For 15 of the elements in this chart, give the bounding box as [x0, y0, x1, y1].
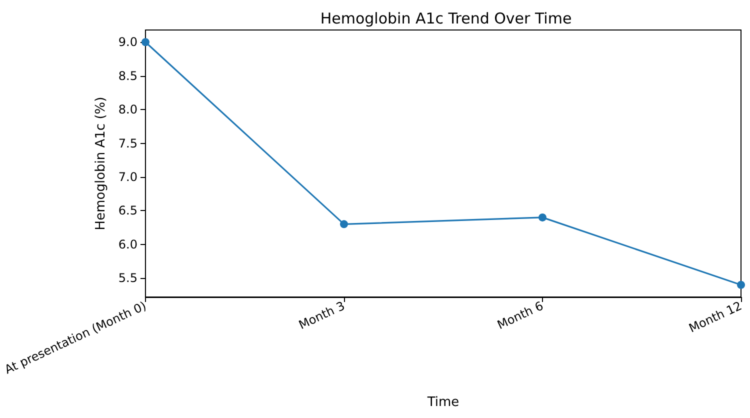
y-tick-label: 7.0	[118, 170, 138, 184]
x-axis-title: Time	[426, 395, 460, 410]
y-tick-label: 5.5	[118, 271, 138, 286]
y-tick-label: 9.0	[118, 35, 138, 50]
point	[141, 38, 150, 46]
point	[340, 220, 348, 228]
point	[538, 213, 546, 222]
y-tick-label: 8.0	[118, 102, 138, 117]
chart-title: Hemoglobin A1c Trend Over Time	[320, 10, 572, 28]
y-axis-title: Hemoglobin A1c (%)	[93, 96, 108, 230]
y-tick-label: 6.5	[118, 204, 138, 218]
point	[737, 280, 745, 289]
y-tick-label: 6.0	[118, 237, 138, 252]
y-tick-label: 7.5	[118, 136, 138, 150]
y-tick-label: 8.5	[118, 68, 138, 83]
